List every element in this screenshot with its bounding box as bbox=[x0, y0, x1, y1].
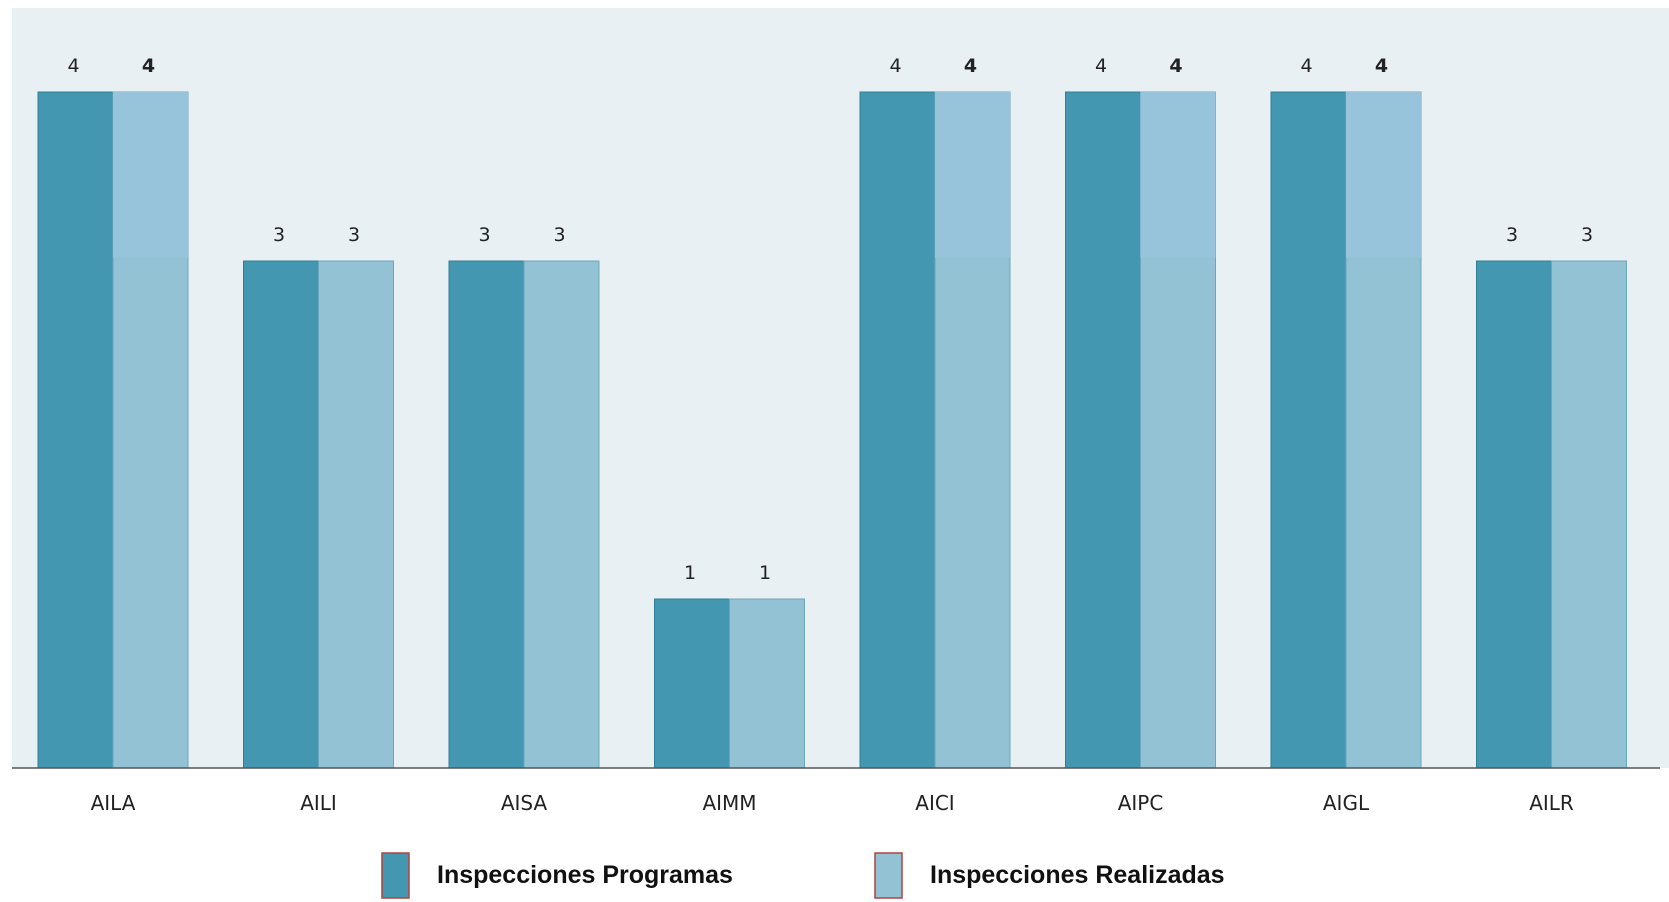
legend-label-series-1: Inspecciones Programas bbox=[437, 861, 733, 889]
value-label-aigl-series-2: 4 bbox=[1375, 55, 1388, 77]
bar-aimm-series-1 bbox=[655, 599, 730, 768]
bar-ailr-series-1 bbox=[1477, 261, 1552, 768]
value-label-aila-series-2: 4 bbox=[142, 55, 155, 77]
value-label-aici-series-2: 4 bbox=[964, 55, 977, 77]
value-label-aili-series-1: 3 bbox=[273, 224, 285, 246]
bar-aigl-series-1 bbox=[1271, 92, 1346, 768]
bar-ailr-series-2 bbox=[1552, 261, 1627, 768]
value-label-aila-series-1: 4 bbox=[67, 55, 79, 77]
value-label-aisa-series-1: 3 bbox=[478, 224, 490, 246]
bar-aimm-series-2 bbox=[730, 599, 805, 768]
value-label-aici-series-1: 4 bbox=[889, 55, 901, 77]
legend-swatch-series-2 bbox=[875, 853, 902, 898]
category-label-aili: AILI bbox=[300, 791, 337, 815]
category-label-aipc: AIPC bbox=[1118, 791, 1164, 815]
bar-aisa-series-2 bbox=[524, 261, 599, 768]
bar-aili-series-2 bbox=[319, 261, 394, 768]
bar-highlight-aici bbox=[935, 92, 1010, 258]
category-label-ailr: AILR bbox=[1529, 791, 1574, 815]
value-label-ailr-series-2: 3 bbox=[1581, 224, 1593, 246]
bar-aisa-series-1 bbox=[449, 261, 524, 768]
bar-highlight-aipc bbox=[1141, 92, 1216, 258]
value-label-ailr-series-1: 3 bbox=[1506, 224, 1518, 246]
value-label-aimm-series-1: 1 bbox=[684, 562, 696, 584]
bar-aipc-series-1 bbox=[1066, 92, 1141, 768]
bar-highlight-aila bbox=[113, 92, 188, 258]
value-label-aili-series-2: 3 bbox=[348, 224, 360, 246]
bar-aila-series-1 bbox=[38, 92, 113, 768]
legend-label-series-2: Inspecciones Realizadas bbox=[930, 861, 1225, 889]
category-label-aici: AICI bbox=[915, 791, 954, 815]
legend-swatch-series-1 bbox=[382, 853, 409, 898]
bar-highlight-aigl bbox=[1346, 92, 1421, 258]
value-label-aigl-series-1: 4 bbox=[1300, 55, 1312, 77]
category-label-aila: AILA bbox=[91, 791, 136, 815]
value-label-aipc-series-1: 4 bbox=[1095, 55, 1107, 77]
category-label-aigl: AIGL bbox=[1323, 791, 1370, 815]
bar-aili-series-1 bbox=[244, 261, 319, 768]
value-label-aimm-series-2: 1 bbox=[759, 562, 771, 584]
value-label-aipc-series-2: 4 bbox=[1169, 55, 1182, 77]
category-label-aisa: AISA bbox=[501, 791, 548, 815]
bar-aici-series-1 bbox=[860, 92, 935, 768]
value-label-aisa-series-2: 3 bbox=[553, 224, 565, 246]
category-label-aimm: AIMM bbox=[702, 791, 756, 815]
